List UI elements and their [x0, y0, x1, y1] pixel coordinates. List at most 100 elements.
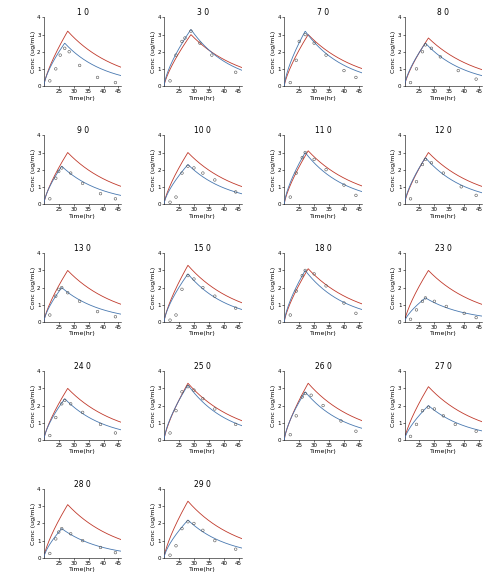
Point — [79, 536, 87, 545]
Point — [94, 73, 101, 82]
Title: 7 0: 7 0 — [317, 8, 329, 17]
Point — [208, 51, 216, 60]
Point — [412, 177, 420, 187]
Point — [67, 168, 75, 178]
Point — [407, 194, 414, 203]
Point — [52, 64, 60, 74]
Point — [457, 182, 465, 192]
X-axis label: Time(hr): Time(hr) — [310, 332, 337, 336]
X-axis label: Time(hr): Time(hr) — [69, 214, 96, 218]
Point — [76, 297, 84, 306]
Point — [94, 307, 101, 316]
Point — [460, 309, 468, 318]
Point — [439, 168, 447, 178]
Point — [46, 194, 54, 203]
Point — [166, 428, 174, 437]
Title: 29 0: 29 0 — [194, 480, 211, 489]
Point — [190, 163, 198, 173]
Y-axis label: Conc (ug/mL): Conc (ug/mL) — [271, 149, 276, 191]
Point — [310, 269, 318, 278]
Point — [301, 389, 309, 398]
Point — [418, 47, 426, 56]
Point — [184, 382, 192, 392]
Point — [310, 155, 318, 164]
Point — [199, 394, 207, 403]
Y-axis label: Conc (ug/mL): Conc (ug/mL) — [271, 267, 276, 309]
Point — [112, 78, 119, 87]
Point — [190, 274, 198, 284]
Point — [340, 181, 348, 190]
Title: 3 0: 3 0 — [197, 8, 209, 17]
Point — [412, 64, 420, 74]
Point — [352, 426, 360, 436]
Point — [352, 309, 360, 318]
Point — [472, 191, 480, 200]
Point — [232, 187, 240, 196]
Y-axis label: Conc (ug/mL): Conc (ug/mL) — [151, 385, 156, 426]
Point — [61, 44, 69, 53]
Point — [301, 266, 309, 275]
X-axis label: Time(hr): Time(hr) — [189, 449, 216, 454]
Y-axis label: Conc (ug/mL): Conc (ug/mL) — [151, 31, 156, 73]
Point — [322, 165, 330, 174]
Y-axis label: Conc (ug/mL): Conc (ug/mL) — [31, 503, 36, 544]
X-axis label: Time(hr): Time(hr) — [430, 214, 457, 218]
Point — [46, 76, 54, 85]
Point — [56, 51, 64, 60]
Point — [112, 548, 119, 557]
Point — [172, 406, 180, 415]
Point — [451, 419, 459, 429]
Point — [232, 67, 240, 77]
X-axis label: Time(hr): Time(hr) — [430, 449, 457, 454]
Point — [172, 541, 180, 550]
X-axis label: Time(hr): Time(hr) — [69, 449, 96, 454]
Point — [166, 76, 174, 85]
Y-axis label: Conc (ug/mL): Conc (ug/mL) — [31, 31, 36, 73]
Point — [299, 392, 306, 401]
Point — [199, 526, 207, 535]
X-axis label: Time(hr): Time(hr) — [69, 332, 96, 336]
Point — [178, 285, 186, 294]
Point — [422, 40, 430, 49]
Point — [55, 167, 63, 176]
Point — [322, 281, 330, 290]
Point — [319, 401, 327, 410]
Point — [340, 66, 348, 75]
Y-axis label: Conc (ug/mL): Conc (ug/mL) — [151, 149, 156, 191]
Title: 25 0: 25 0 — [194, 362, 211, 371]
Y-axis label: Conc (ug/mL): Conc (ug/mL) — [31, 267, 36, 309]
Point — [418, 406, 426, 415]
Point — [67, 529, 75, 539]
Y-axis label: Conc (ug/mL): Conc (ug/mL) — [392, 149, 396, 191]
Point — [286, 192, 294, 202]
Point — [292, 411, 300, 421]
Y-axis label: Conc (ug/mL): Conc (ug/mL) — [31, 149, 36, 191]
Point — [52, 535, 60, 544]
X-axis label: Time(hr): Time(hr) — [310, 214, 337, 218]
X-axis label: Time(hr): Time(hr) — [189, 214, 216, 218]
Title: 11 0: 11 0 — [315, 126, 332, 135]
Point — [187, 27, 195, 36]
Y-axis label: Conc (ug/mL): Conc (ug/mL) — [151, 503, 156, 544]
Point — [190, 519, 198, 528]
Title: 27 0: 27 0 — [435, 362, 452, 371]
Y-axis label: Conc (ug/mL): Conc (ug/mL) — [271, 31, 276, 73]
Point — [442, 302, 450, 311]
Point — [178, 37, 186, 46]
Point — [58, 283, 66, 292]
Point — [286, 430, 294, 439]
Point — [211, 404, 219, 414]
Point — [407, 315, 414, 324]
Point — [310, 38, 318, 48]
Point — [79, 408, 87, 417]
Point — [46, 549, 54, 558]
X-axis label: Time(hr): Time(hr) — [189, 96, 216, 101]
Point — [52, 413, 60, 422]
Point — [172, 51, 180, 60]
Point — [172, 310, 180, 320]
Point — [301, 30, 309, 40]
Title: 26 0: 26 0 — [315, 362, 332, 371]
Point — [96, 189, 104, 198]
Point — [178, 524, 186, 533]
Point — [166, 315, 174, 325]
